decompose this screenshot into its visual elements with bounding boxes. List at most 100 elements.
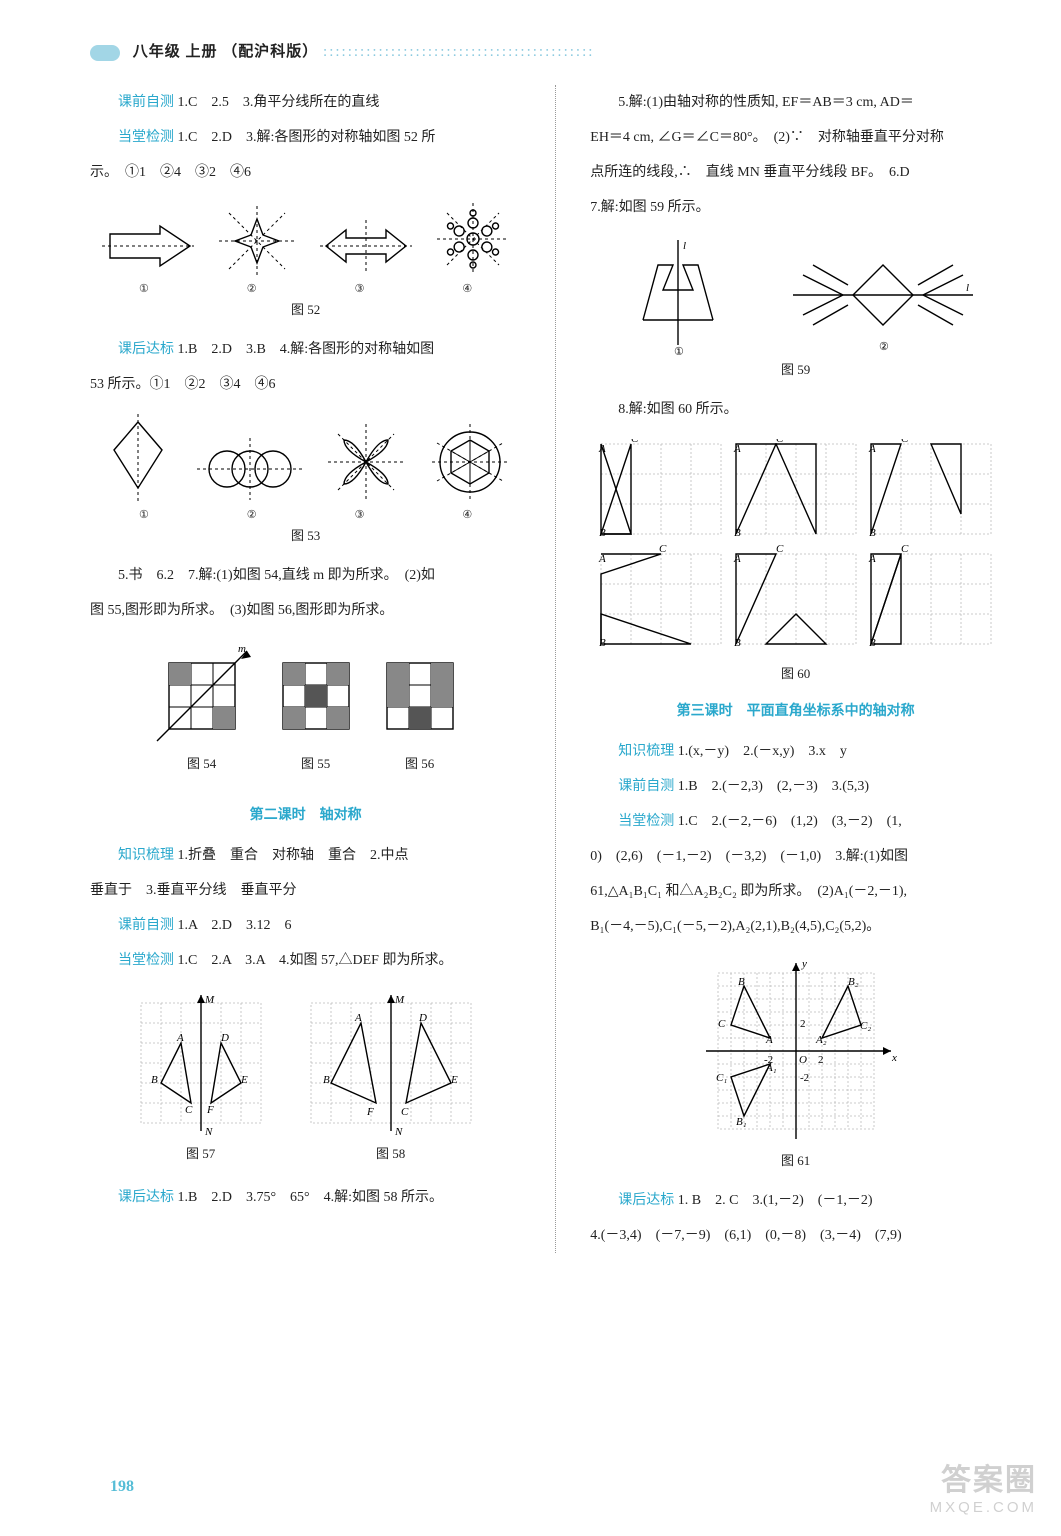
page-header: 八年级 上册 （配沪科版） ::::::::::::::::::::::::::…	[90, 40, 1001, 61]
svg-text:A: A	[176, 1032, 184, 1044]
svg-text:①: ①	[674, 346, 684, 355]
fig54-svg: m	[152, 638, 252, 748]
inclass-row2: 示。 ①1 ②4 ③2 ④6	[90, 155, 521, 190]
pretest-label: 课前自测	[118, 95, 174, 110]
left-column: 课前自测 1.C 2.5 3.角平分线所在的直线 当堂检测 1.C 2.D 3.…	[90, 85, 521, 1253]
ans57-row2: 图 55,图形即为所求。 (3)如图 56,图形即为所求。	[90, 593, 521, 628]
svg-text:A: A	[733, 443, 741, 455]
svg-text:B: B	[869, 637, 876, 649]
svg-text:B₂: B₂	[848, 976, 859, 988]
figure-60: A C B A C B A C B	[590, 439, 1001, 682]
zs3-text: 1.(x,－y) 2.(－x,y) 3.x y	[678, 744, 847, 759]
fig58-caption: 图 58	[301, 1143, 481, 1162]
pre3-label: 课前自测	[618, 779, 674, 794]
fig58-svg: M A D B E F C N	[301, 988, 481, 1138]
posttest-row1: 课后达标 1.B 2.D 3.B 4.解:各图形的对称轴如图	[90, 332, 521, 367]
pre2-label: 课前自测	[118, 918, 174, 933]
svg-text:A: A	[354, 1012, 362, 1024]
zs-label: 知识梳理	[118, 848, 174, 863]
svg-text:A: A	[598, 553, 606, 565]
r-ans5a: 5.解:(1)由轴对称的性质知, EF＝AB＝3 cm, AD＝	[590, 85, 1001, 120]
fig52-l1: ①	[139, 282, 149, 295]
svg-text:D: D	[418, 1012, 427, 1024]
fig58-wrap: M A D B E F C N 图 58	[301, 988, 481, 1176]
page: 八年级 上册 （配沪科版） ::::::::::::::::::::::::::…	[0, 0, 1061, 1536]
fig53-l2: ②	[247, 508, 257, 521]
svg-text:B: B	[734, 527, 741, 539]
fig53-flower	[324, 420, 408, 504]
svg-text:-2: -2	[800, 1072, 809, 1084]
svg-text:②: ②	[879, 341, 889, 353]
fig52-labels: ① ② ③ ④	[90, 282, 521, 295]
svg-text:N: N	[394, 1126, 403, 1138]
svg-text:2: 2	[818, 1054, 824, 1066]
fig52-doublearrow	[318, 214, 414, 278]
fig59-1: l ①	[613, 235, 743, 355]
fig57-caption: 图 57	[131, 1143, 271, 1162]
svg-text:B: B	[151, 1074, 158, 1086]
r-ans5b: EH＝4 cm, ∠G＝∠C＝80°。 (2)∵ 对称轴垂直平分对称	[590, 120, 1001, 155]
zs3-label: 知识梳理	[618, 744, 674, 759]
in2-row: 当堂检测 1.C 2.A 3.A 4.如图 57,△DEF 即为所求。	[90, 943, 521, 978]
svg-text:A: A	[598, 443, 606, 455]
fig52-l2: ②	[247, 282, 257, 295]
pre3-text: 1.B 2.(－2,3) (2,－3) 3.(5,3)	[678, 779, 869, 794]
fig56-wrap: 图 56	[380, 638, 460, 786]
figure-59: l ① l ②	[590, 235, 1001, 355]
svg-text:C: C	[401, 1106, 409, 1118]
inclass-text1: 1.C 2.D 3.解:各图形的对称轴如图 52 所	[178, 130, 436, 145]
fig55-caption: 图 55	[276, 753, 356, 772]
svg-text:x: x	[891, 1052, 897, 1064]
post2-row: 课后达标 1.B 2.D 3.75° 65° 4.解:如图 58 所示。	[90, 1180, 521, 1215]
svg-text:C: C	[776, 543, 784, 555]
zs-row1: 知识梳理 1.折叠 重合 对称轴 重合 2.中点	[90, 838, 521, 873]
fig53-rings	[195, 434, 305, 504]
svg-text:F: F	[366, 1106, 374, 1118]
post3-text1: 1. B 2. C 3.(1,－2) (－1,－2)	[678, 1193, 873, 1208]
post2-label: 课后达标	[118, 1190, 174, 1205]
svg-text:C: C	[659, 543, 667, 555]
svg-text:A: A	[733, 553, 741, 565]
watermark: 答案圈 MXQE.COM	[930, 1455, 1037, 1516]
svg-text:M: M	[394, 994, 405, 1006]
fig53-labels: ① ② ③ ④	[90, 508, 521, 521]
svg-text:2: 2	[800, 1018, 806, 1030]
in3-row4: B₁(－4,－5),C₁(－5,－2),A₂(2,1),B₂(4,5),C₂(5…	[590, 909, 1001, 944]
svg-text:E: E	[450, 1074, 458, 1086]
volume: 上册	[186, 44, 218, 60]
fig53-l1: ①	[139, 508, 149, 521]
fig54-caption: 图 54	[152, 753, 252, 772]
in2-label: 当堂检测	[118, 953, 174, 968]
ans57-row1: 5.书 6.2 7.解:(1)如图 54,直线 m 即为所求。 (2)如	[90, 558, 521, 593]
r-ans8: 8.解:如图 60 所示。	[590, 392, 1001, 427]
pretest-answers: 1.C 2.5 3.角平分线所在的直线	[178, 95, 380, 110]
zs-text1: 1.折叠 重合 对称轴 重合 2.中点	[178, 848, 409, 863]
svg-text:O: O	[799, 1054, 807, 1066]
svg-text:B: B	[599, 527, 606, 539]
post3-row1: 课后达标 1. B 2. C 3.(1,－2) (－1,－2)	[590, 1183, 1001, 1218]
svg-text:l: l	[966, 282, 969, 294]
fig61-svg: O x y A B C A₂ B₂ C₂ A₁ B₁ C₁ -2 2	[686, 956, 906, 1146]
svg-text:y: y	[801, 958, 807, 970]
figure-52	[90, 200, 521, 278]
svg-text:B: B	[734, 637, 741, 649]
fig52-l4: ④	[462, 282, 472, 295]
inclass-row1: 当堂检测 1.C 2.D 3.解:各图形的对称轴如图 52 所	[90, 120, 521, 155]
fig53-l4: ④	[462, 508, 472, 521]
watermark-main: 答案圈	[930, 1455, 1037, 1499]
svg-text:C: C	[776, 439, 784, 445]
figures-57-58: M A B C D E F N 图 57	[90, 988, 521, 1176]
fig56-caption: 图 56	[380, 753, 460, 772]
figure-61: O x y A B C A₂ B₂ C₂ A₁ B₁ C₁ -2 2	[590, 956, 1001, 1169]
in3-label: 当堂检测	[618, 814, 674, 829]
posttest-row2: 53 所示。①1 ②2 ③4 ④6	[90, 367, 521, 402]
svg-text:l: l	[683, 240, 686, 252]
pre2-text: 1.A 2.D 3.12 6	[178, 918, 292, 933]
svg-text:D: D	[220, 1032, 229, 1044]
post3-label: 课后达标	[618, 1193, 674, 1208]
in3-text1: 1.C 2.(－2,－6) (1,2) (3,－2) (1,	[678, 814, 902, 829]
svg-text:C: C	[901, 439, 909, 445]
svg-text:C₂: C₂	[860, 1020, 871, 1032]
svg-text:A₂: A₂	[815, 1034, 827, 1046]
fig53-caption: 图 53	[90, 525, 521, 544]
